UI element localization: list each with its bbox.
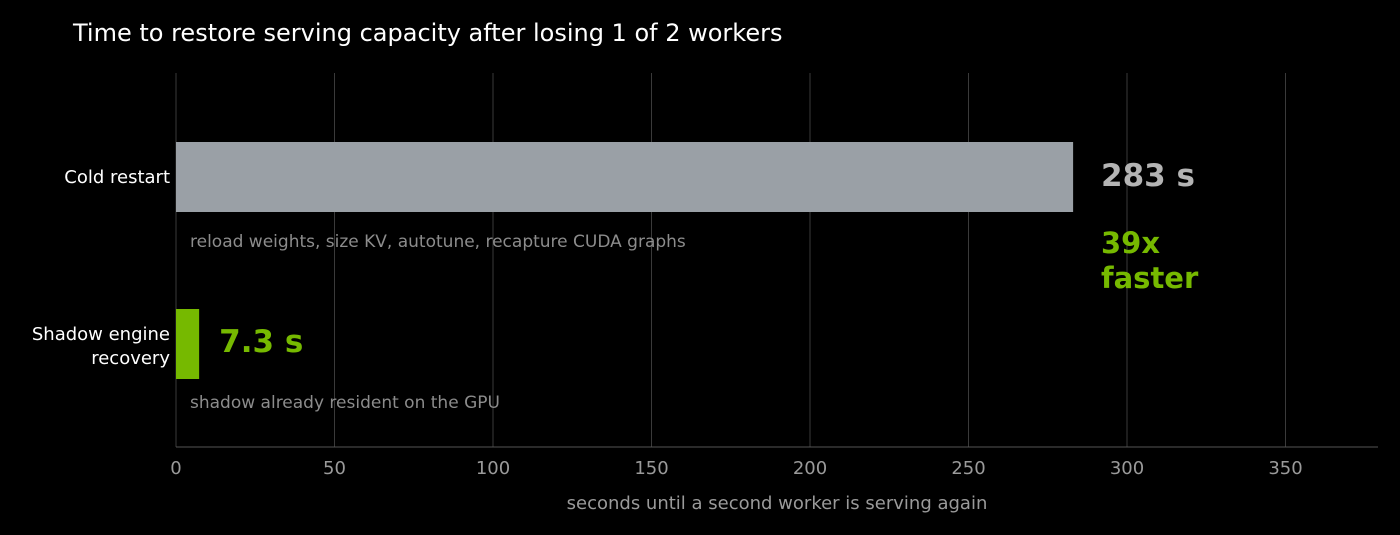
grid-lines <box>175 73 1286 447</box>
x-tick-200: 200 <box>793 458 827 479</box>
value-label-shadow-engine-recovery: 7.3 s <box>219 324 303 360</box>
speedup-annotation-2: faster <box>1101 261 1199 295</box>
x-tick-50: 50 <box>323 458 346 479</box>
x-tick-100: 100 <box>476 458 510 479</box>
speedup-annotation-1: 39x <box>1101 226 1160 260</box>
x-tick-150: 150 <box>634 458 668 479</box>
bars <box>176 142 1074 379</box>
bar-shadow-engine-recovery <box>176 309 200 379</box>
value-label-cold-restart: 283 s <box>1101 158 1195 194</box>
category-label-cold-restart-1: Cold restart <box>64 167 170 188</box>
bar-labels: Cold restart 283 s reload weights, size KV… <box>32 158 1199 413</box>
chart-title: Time to restore serving capacity after l… <box>72 19 782 47</box>
x-tick-300: 300 <box>1110 458 1144 479</box>
x-tick-0: 0 <box>170 458 181 479</box>
x-tick-250: 250 <box>951 458 985 479</box>
note-cold-restart: reload weights, size KV, autotune, recap… <box>190 232 686 252</box>
bar-cold-restart <box>176 142 1074 212</box>
category-label-shadow-engine-recovery-2: recovery <box>91 348 170 369</box>
x-axis-label: seconds until a second worker is serving… <box>567 493 988 514</box>
note-shadow-engine-recovery: shadow already resident on the GPU <box>190 393 500 413</box>
x-tick-labels: 0 50 100 150 200 250 300 350 <box>170 458 1302 479</box>
x-tick-350: 350 <box>1268 458 1302 479</box>
category-label-shadow-engine-recovery-1: Shadow engine <box>32 324 170 345</box>
